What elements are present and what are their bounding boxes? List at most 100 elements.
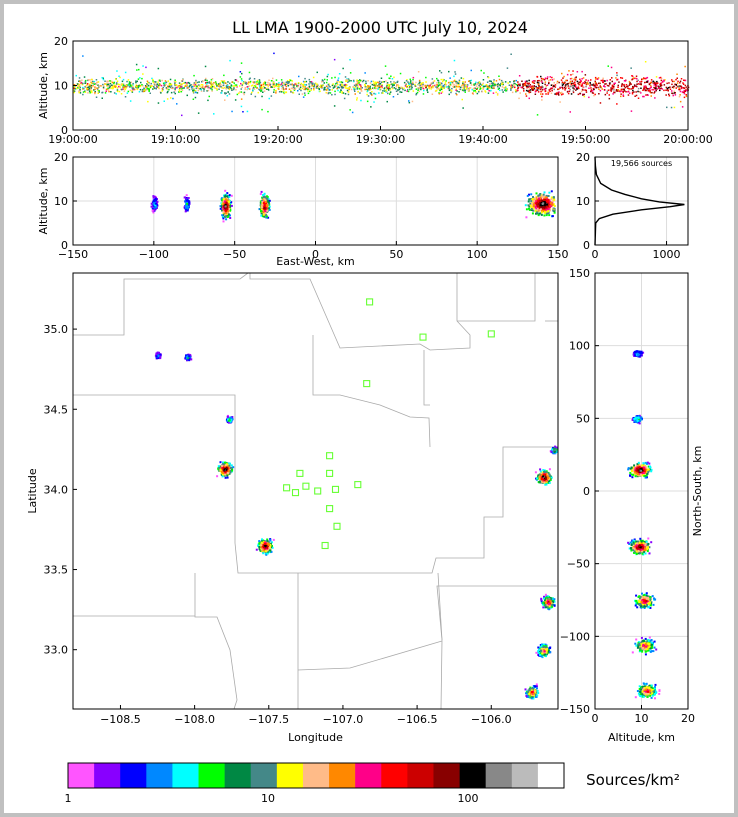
time-tick-label: 19:50:00: [561, 133, 610, 146]
longitude-tick-label: −106.5: [397, 713, 438, 726]
time-tick-label: 19:30:00: [356, 133, 405, 146]
plan-source-cluster: [540, 593, 556, 611]
ew-source-cluster: [219, 189, 233, 223]
ns-tick-label: 50: [576, 412, 590, 425]
colorbar-swatch: [459, 763, 486, 788]
colorbar-swatch: [146, 763, 173, 788]
colorbar-tick-label: 10: [261, 792, 275, 805]
ew-tick-label: 100: [467, 248, 488, 261]
ns-alt-tick-label: 10: [635, 712, 649, 725]
ew-tick-label: 150: [548, 248, 569, 261]
histogram-x-tick: 0: [592, 248, 599, 261]
altitude-tick-label: 10: [54, 80, 68, 93]
county-borders: [73, 272, 558, 710]
ew-source-cluster: [524, 190, 556, 219]
latitude-tick-label: 33.5: [44, 564, 69, 577]
colorbar-tick-label: 100: [458, 792, 479, 805]
colorbar-swatch: [381, 763, 408, 788]
colorbar-swatch: [224, 763, 252, 788]
longitude-tick-label: −107.5: [248, 713, 289, 726]
colorbar-swatch: [485, 763, 513, 788]
altitude-tick-label: 20: [54, 35, 68, 48]
plan-source-cluster: [534, 468, 553, 486]
plan-source-cluster: [549, 445, 558, 455]
ew-tick-label: −50: [223, 248, 246, 261]
colorbar: [67, 762, 565, 789]
station-marker: [363, 380, 371, 388]
longitude-tick-label: −108.0: [174, 713, 215, 726]
colorbar-swatch: [433, 763, 460, 788]
ew-alt-tick-label: 10: [54, 195, 68, 208]
plan-source-cluster: [216, 461, 235, 479]
histogram-x-tick: 1000: [653, 248, 681, 261]
colorbar-swatch: [276, 763, 304, 788]
figure-frame: [4, 4, 734, 813]
chart-title: LL LMA 1900-2000 UTC July 10, 2024: [232, 18, 528, 37]
ns-xlabel: Altitude, km: [608, 731, 675, 744]
station-marker: [326, 469, 334, 477]
colorbar-frame: [67, 762, 565, 789]
ns-source-cluster: [631, 414, 643, 425]
ew-source-cluster: [150, 195, 159, 214]
plan-view-axes: [72, 272, 559, 710]
plan-source-cluster: [535, 643, 552, 659]
longitude-tick-label: −107.0: [323, 713, 364, 726]
plan-source-cluster: [225, 414, 234, 424]
ns-tick-label: −100: [560, 630, 590, 643]
plan-source-cluster: [184, 353, 193, 362]
altitude-histogram-line: [594, 156, 685, 246]
colorbar-tick-label: 1: [65, 792, 72, 805]
station-marker: [302, 482, 310, 490]
ns-source-cluster: [627, 461, 653, 479]
altitude-tick-label: 0: [61, 124, 68, 137]
longitude-tick-label: −108.5: [100, 713, 141, 726]
time-tick-label: 19:10:00: [151, 133, 200, 146]
colorbar-swatch: [120, 763, 147, 788]
colorbar-label: Sources/km²: [586, 771, 680, 789]
latitude-label: Latitude: [26, 468, 39, 514]
ns-tick-label: −150: [560, 703, 590, 716]
colorbar-swatch: [329, 763, 356, 788]
ew-tick-label: 50: [389, 248, 403, 261]
time-tick-label: 20:00:00: [663, 133, 712, 146]
plan-source-cluster: [154, 351, 162, 360]
ew-xlabel: East-West, km: [276, 255, 354, 268]
ns-ylabel: North-South, km: [691, 446, 704, 537]
latitude-tick-label: 35.0: [44, 323, 69, 336]
station-marker: [487, 330, 495, 338]
colorbar-swatch: [94, 763, 121, 788]
station-marker: [331, 485, 340, 493]
source-count-annotation: 19,566 sources: [611, 159, 672, 168]
ns-source-cluster: [634, 682, 661, 700]
colorbar-swatch: [355, 763, 382, 788]
ns-alt-tick-label: 20: [681, 712, 695, 725]
colorbar-swatch: [407, 763, 434, 788]
colorbar-swatch: [250, 763, 278, 788]
time-height-ylabel: Altitude, km: [37, 52, 50, 119]
colorbar-swatch: [511, 763, 539, 788]
station-marker: [283, 484, 291, 492]
ew-source-cluster: [183, 194, 191, 213]
latitude-tick-label: 33.0: [44, 644, 69, 657]
time-tick-label: 19:00:00: [48, 133, 97, 146]
ns-source-cluster: [631, 636, 658, 656]
plan-source-cluster: [524, 683, 540, 700]
ns-tick-label: 0: [583, 485, 590, 498]
station-marker: [296, 469, 304, 477]
colorbar-swatch: [537, 763, 565, 788]
longitude-label: Longitude: [288, 731, 343, 744]
station-marker: [366, 298, 374, 306]
station-marker: [326, 505, 334, 513]
station-marker: [314, 487, 322, 495]
ns-source-cluster: [627, 537, 653, 556]
station-marker: [333, 522, 341, 530]
ns-tick-label: −50: [567, 558, 590, 571]
station-marker: [291, 489, 300, 497]
ew-alt-tick-label: 0: [61, 239, 68, 252]
ew-alt-tick-label: 20: [54, 151, 68, 164]
station-marker: [354, 481, 362, 489]
colorbar-swatch: [172, 763, 199, 788]
latitude-tick-label: 34.0: [44, 483, 69, 496]
histogram-y-tick: 10: [576, 195, 590, 208]
